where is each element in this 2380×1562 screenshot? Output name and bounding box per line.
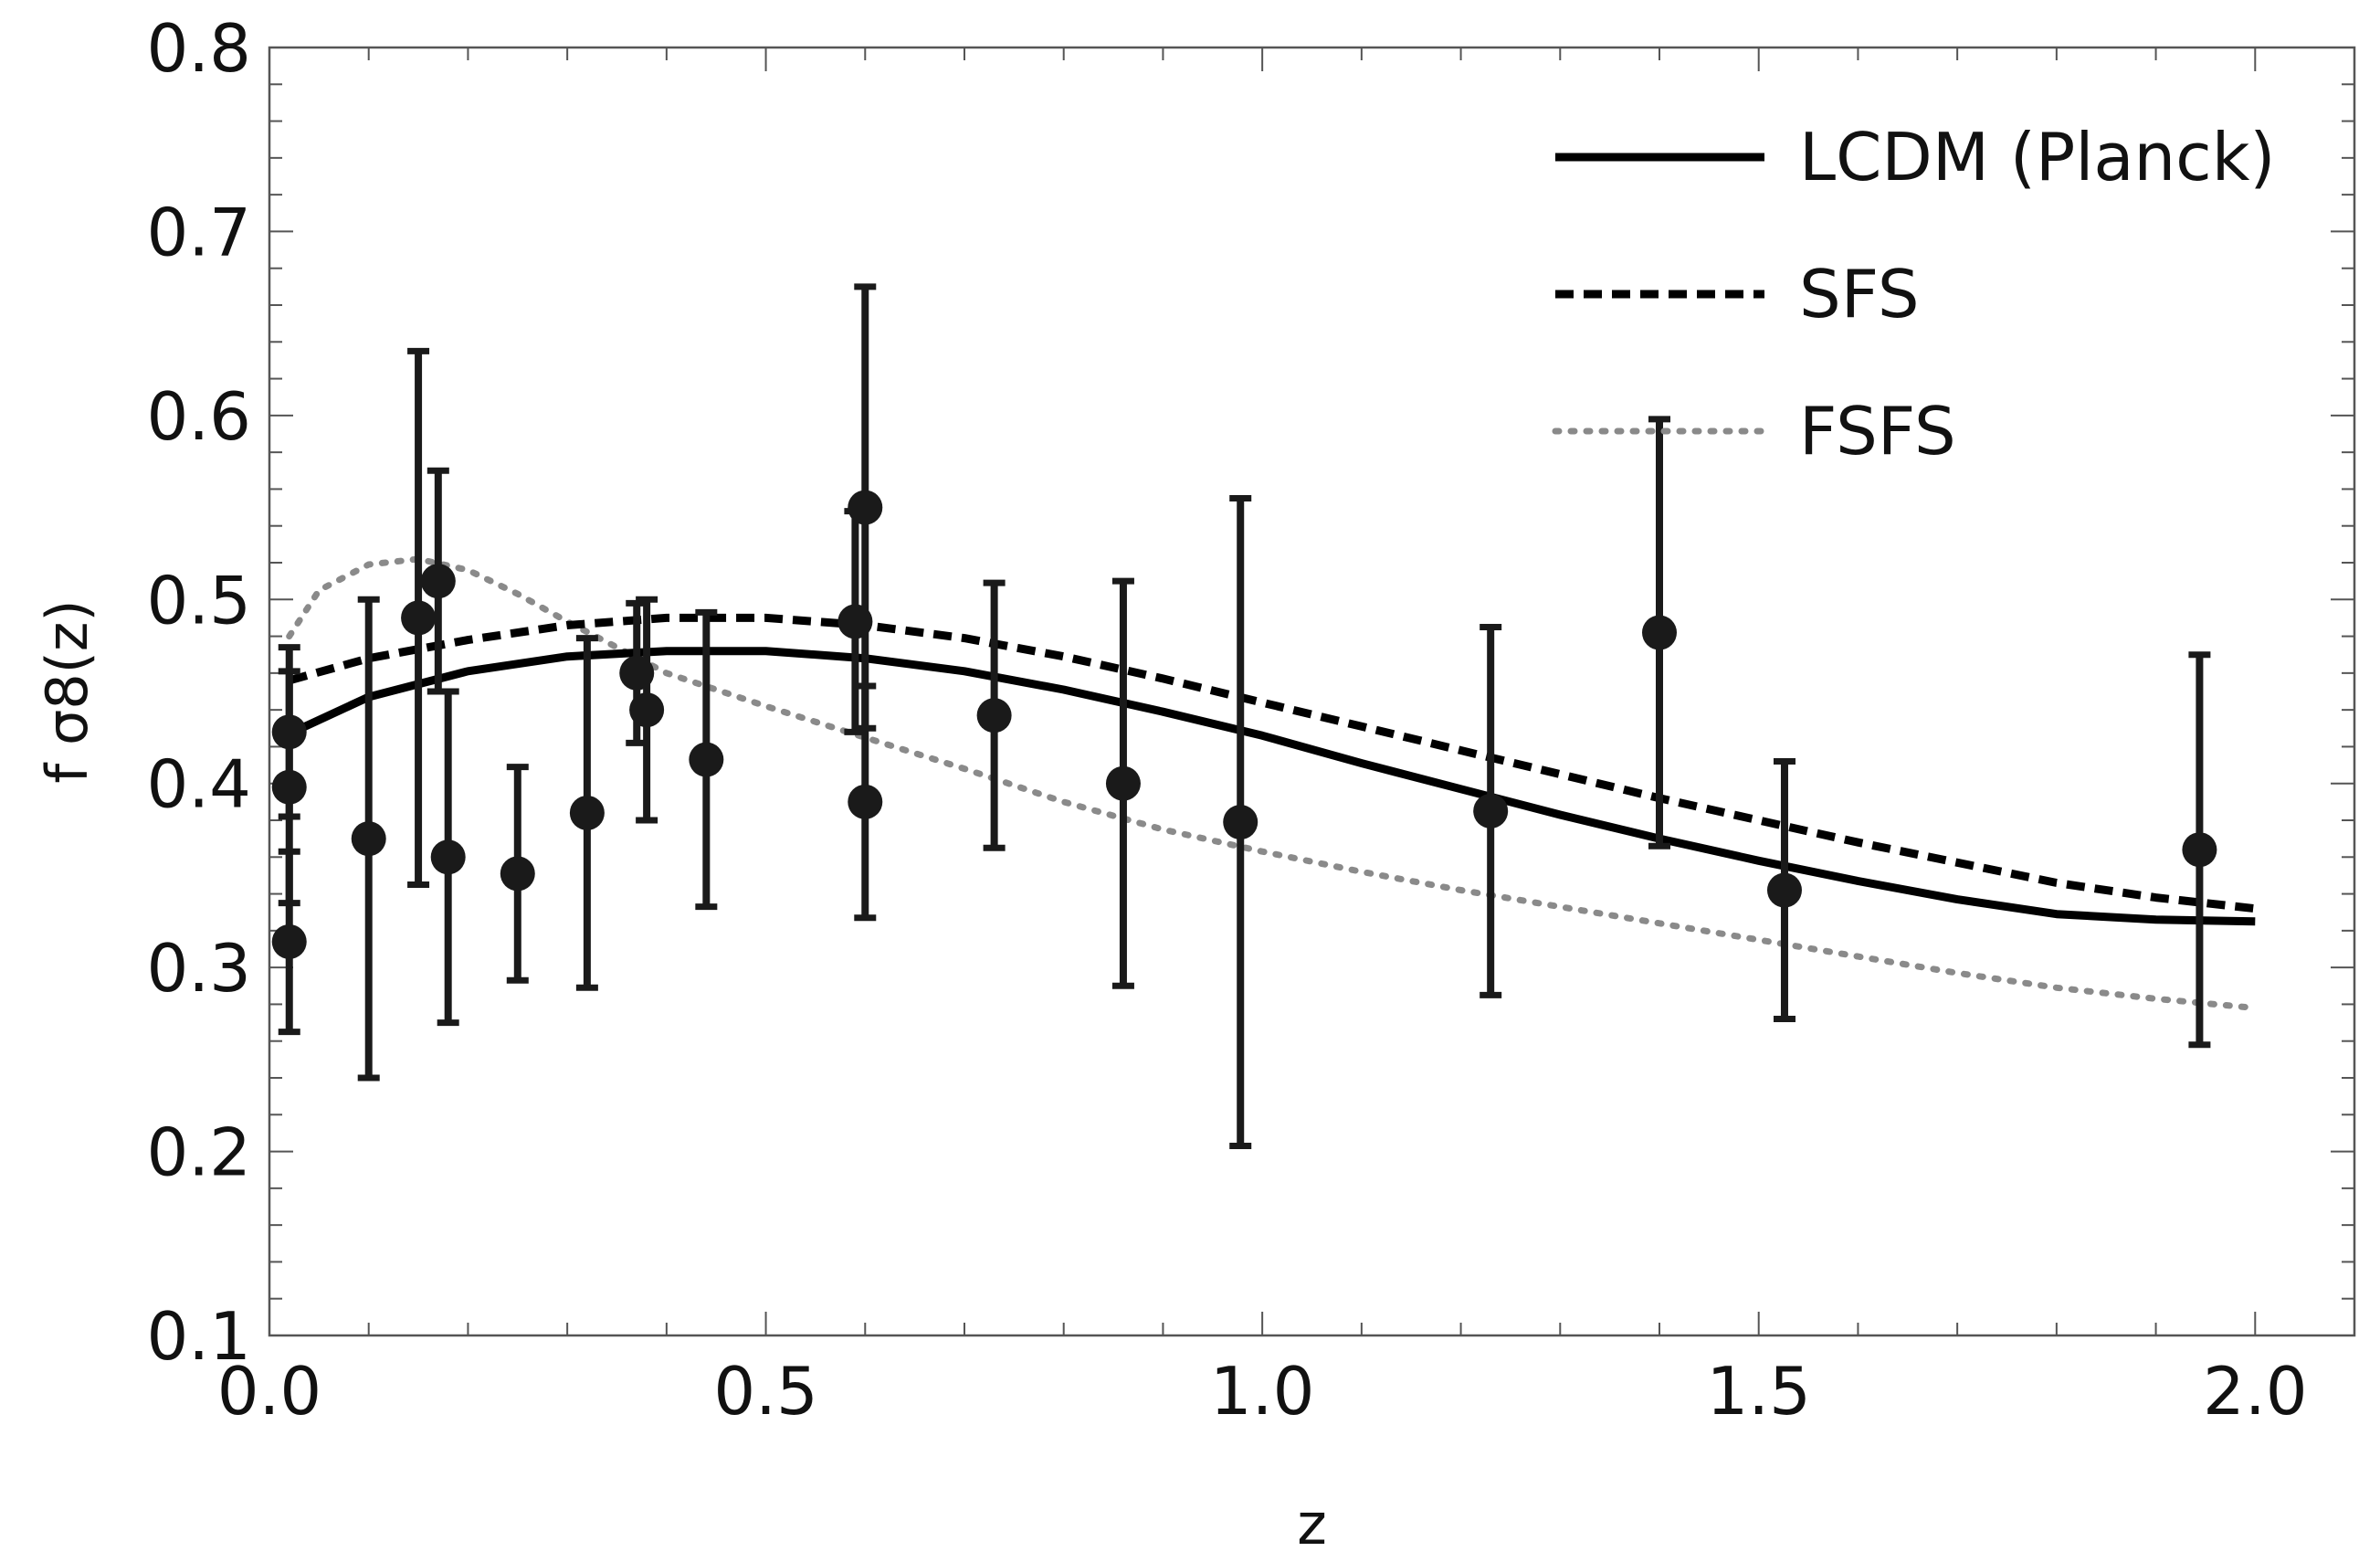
data-points: [271, 283, 2217, 1150]
data-marker: [351, 821, 386, 857]
data-marker: [569, 795, 605, 830]
data-point: [848, 283, 883, 732]
data-point: [420, 467, 456, 695]
curve-solid: [287, 647, 2256, 926]
data-point: [351, 596, 386, 1082]
x-tick-labels: 0.0 0.5 1.0 1.5 2.0: [217, 1353, 2308, 1430]
data-point: [2182, 651, 2217, 1049]
y-tick-label: 0.2: [146, 1114, 251, 1191]
data-point: [401, 347, 437, 888]
legend-item: LCDM (Planck): [1555, 119, 2275, 195]
data-marker: [1766, 872, 1802, 908]
data-point: [629, 596, 665, 824]
data-point: [1473, 624, 1509, 998]
data-point: [1642, 416, 1677, 850]
data-point: [500, 764, 535, 984]
data-point: [569, 635, 605, 991]
curve-dashed: [288, 613, 2256, 913]
data-point: [1105, 577, 1141, 989]
x-tick-label: 0.5: [713, 1353, 818, 1430]
data-marker: [1223, 805, 1258, 840]
legend-item: SFS: [1555, 256, 1920, 332]
data-marker: [401, 600, 437, 636]
data-point: [271, 848, 307, 1036]
y-tick-label: 0.3: [146, 930, 251, 1007]
x-tick-label: 2.0: [2203, 1353, 2308, 1430]
data-point: [848, 682, 883, 922]
y-tick-label: 0.1: [146, 1298, 251, 1375]
data-marker: [500, 856, 535, 892]
data-marker: [1473, 793, 1509, 828]
x-tick-label: 0.0: [217, 1353, 322, 1430]
y-tick-label: 0.7: [146, 194, 251, 270]
data-marker: [689, 742, 724, 777]
data-point: [430, 688, 466, 1027]
x-tick-label: 1.0: [1210, 1353, 1315, 1430]
data-point: [976, 579, 1012, 851]
y-tick-label: 0.6: [146, 378, 251, 455]
data-point: [689, 608, 724, 911]
frame-ticks: [269, 47, 2355, 1336]
data-marker: [976, 698, 1012, 734]
plot-frame: [268, 46, 2356, 1337]
y-tick-label: 0.5: [146, 562, 251, 639]
y-axis-label: f σ8(z): [34, 599, 100, 783]
data-marker: [848, 490, 883, 525]
curve-dotted: [286, 555, 2259, 1011]
legend-label: FSFS: [1799, 393, 1956, 470]
data-marker: [629, 692, 665, 728]
data-marker: [848, 784, 883, 819]
x-tick-label: 1.5: [1706, 1353, 1811, 1430]
y-tick-label: 0.8: [146, 10, 251, 87]
legend: LCDM (Planck) SFS FSFS: [1552, 119, 2275, 470]
data-marker: [1105, 765, 1141, 801]
data-marker: [420, 564, 456, 599]
y-tick-label: 0.4: [146, 746, 251, 823]
data-point: [1766, 758, 1802, 1023]
data-marker: [1642, 615, 1677, 650]
legend-label: LCDM (Planck): [1799, 119, 2275, 195]
legend-item: FSFS: [1552, 393, 1956, 470]
legend-label: SFS: [1799, 256, 1920, 332]
model-curves: [286, 555, 2259, 1011]
data-marker: [271, 923, 307, 959]
y-tick-labels: 0.1 0.2 0.3 0.4 0.5 0.6 0.7 0.8: [146, 10, 251, 1375]
x-axis-label: z: [1297, 1491, 1327, 1557]
data-marker: [2182, 832, 2217, 868]
data-point: [1223, 495, 1258, 1150]
data-marker: [430, 839, 466, 875]
data-marker: [271, 769, 307, 805]
